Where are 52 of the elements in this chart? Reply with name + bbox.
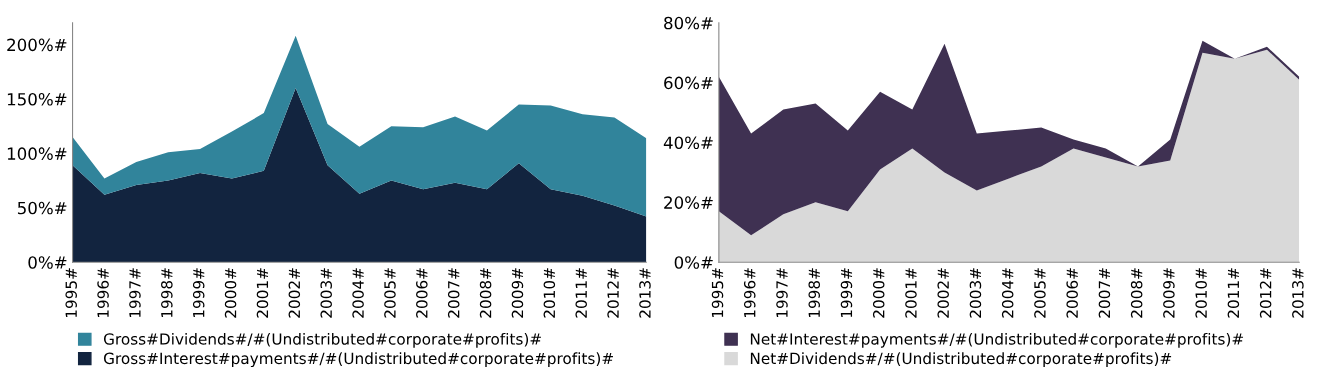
x-tick-label: 2008# (479, 268, 492, 318)
y-tick-label: 150%# (7, 92, 67, 106)
y-tick-label: 80%# (664, 16, 713, 30)
x-tick-label: 1998# (808, 268, 821, 318)
legend-label: Gross#Interest#payments#/#(Undistributed#corporate#profits)# (103, 352, 613, 368)
x-tick-label: 1996# (743, 268, 756, 318)
x-tick-label: 2004# (1001, 268, 1014, 318)
x-tick-label: 2012# (1259, 268, 1272, 318)
y-tick-label: 60%# (664, 76, 713, 90)
x-tick-label: 1997# (776, 268, 788, 318)
y-tick-label: 100%# (7, 147, 67, 160)
x-tick-label: 2003# (969, 268, 982, 318)
x-tick-label: 1995# (711, 268, 724, 318)
x-tick-label: 2007# (1098, 268, 1111, 318)
x-tick-label: 1997# (129, 268, 141, 318)
legend-label: Net#Interest#payments#/#(Undistributed#corporate#profits)# (750, 332, 1244, 348)
x-tick-label: 2009# (511, 268, 524, 318)
x-tick-label: 1999# (192, 268, 205, 318)
x-tick-label: 2006# (1066, 268, 1078, 318)
x-tick-label: 2013# (1292, 268, 1304, 318)
x-tick-label: 2002# (288, 268, 301, 318)
x-tick-label: 2005# (1034, 268, 1046, 318)
x-tick-label: 2012# (607, 268, 619, 318)
x-tick-label: 2006# (416, 268, 428, 318)
x-tick-label: 2011# (575, 268, 587, 318)
x-tick-label: 2009# (1163, 268, 1175, 318)
y-tick-label: 20%# (664, 196, 713, 209)
x-tick-label: 2000# (872, 268, 885, 318)
x-tick-label: 2003# (320, 268, 332, 318)
x-tick-label: 1996# (97, 268, 109, 318)
legend-label: Gross#Dividends#/#(Undistributed#corporate#profits)# (103, 332, 541, 348)
x-tick-label: 1995# (65, 268, 77, 318)
x-tick-label: 2010# (543, 268, 556, 318)
y-tick-label: 40%# (663, 136, 713, 150)
y-tick-label: 50%# (17, 201, 67, 215)
y-tick-label: 0%# (674, 256, 713, 269)
x-tick-label: 2000# (224, 268, 237, 318)
x-tick-label: 2001# (256, 268, 269, 318)
x-tick-label: 2010# (1195, 268, 1207, 318)
x-tick-label: 2013# (639, 268, 651, 318)
x-tick-label: 2002# (937, 268, 949, 318)
x-tick-label: 2005# (384, 268, 396, 318)
x-tick-label: 1998# (161, 268, 173, 318)
legend-label: Net#Dividends#/#(Undistributed#corporate#profits)# (750, 352, 1172, 368)
y-tick-label: 200%# (7, 38, 67, 52)
x-tick-label: 2007# (447, 268, 460, 318)
x-tick-label: 2001# (905, 268, 917, 318)
y-tick-label: 0%# (28, 256, 67, 269)
x-tick-label: 2011# (1227, 268, 1240, 318)
x-tick-label: 2004# (352, 268, 364, 318)
x-tick-label: 2008# (1130, 268, 1143, 318)
x-tick-label: 1999# (840, 268, 853, 318)
